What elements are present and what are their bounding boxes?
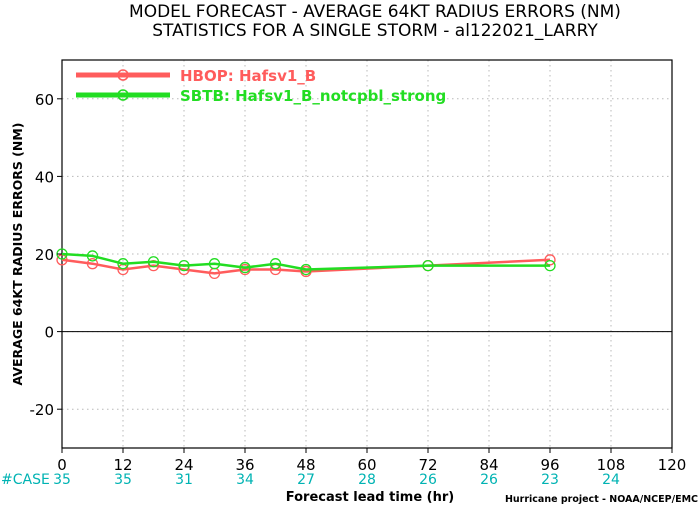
case-label: #CASE — [1, 472, 50, 488]
case-count: 28 — [358, 472, 376, 488]
x-tick-label: 108 — [597, 456, 626, 474]
x-tick-label: 120 — [658, 456, 687, 474]
case-count: 35 — [114, 472, 132, 488]
legend-label-sbtb: SBTB: Hafsv1_B_notcpbl_strong — [180, 87, 446, 105]
legend: HBOP: Hafsv1_B SBTB: Hafsv1_B_notcpbl_st… — [76, 67, 446, 105]
legend-marker-hbop — [117, 69, 129, 81]
legend-label-hbop: HBOP: Hafsv1_B — [180, 67, 316, 85]
series-1-point — [422, 259, 434, 272]
series-1-point — [544, 259, 556, 272]
y-tick-label: 60 — [35, 91, 54, 109]
series-1-point — [147, 256, 160, 268]
series-1-point — [300, 263, 312, 276]
chart-title: MODEL FORECAST - AVERAGE 64KT RADIUS ERR… — [129, 2, 621, 22]
x-tick-label: 48 — [296, 456, 315, 474]
x-tick-label: 12 — [113, 456, 132, 474]
case-count: 26 — [419, 472, 437, 488]
y-tick-label: 0 — [44, 324, 54, 342]
x-tick-label: 24 — [174, 456, 193, 474]
x-tick-label: 0 — [57, 456, 67, 474]
series-1-point — [208, 258, 221, 270]
x-axis-label: Forecast lead time (hr) — [286, 490, 454, 505]
credit-text: Hurricane project - NOAA/NCEP/EMC — [505, 494, 698, 505]
series-line-0 — [61, 258, 551, 275]
series-line-1 — [61, 252, 550, 271]
legend-marker-sbtb — [117, 89, 129, 101]
series-1-point — [86, 250, 99, 262]
case-count: 23 — [541, 472, 559, 488]
case-count: 24 — [602, 472, 620, 488]
case-count: 27 — [297, 472, 315, 488]
chart-subtitle: STATISTICS FOR A SINGLE STORM - al122021… — [152, 21, 598, 41]
series-layer — [56, 248, 556, 280]
grid — [62, 60, 672, 448]
y-tick-label: 40 — [35, 168, 54, 186]
y-tick-label: -20 — [30, 401, 55, 419]
case-counts: 35 35 31 34 27 28 26 26 23 24 — [53, 472, 620, 488]
series-1-point — [117, 258, 129, 270]
series-1-point — [178, 259, 190, 272]
series-1-point — [269, 258, 282, 270]
x-tick-label: 60 — [357, 456, 376, 474]
x-tick-label: 96 — [540, 456, 559, 474]
y-axis-label: AVERAGE 64KT RADIUS ERRORS (NM) — [10, 122, 25, 385]
series-0-point — [86, 258, 99, 270]
axis-ticks: 0 12 24 36 48 60 72 84 96 108 120 -20 0 20 40 60 — [30, 91, 687, 474]
case-count: 26 — [480, 472, 498, 488]
x-tick-label: 36 — [235, 456, 254, 474]
x-tick-label: 84 — [479, 456, 498, 474]
case-count: 35 — [53, 472, 71, 488]
x-tick-label: 72 — [418, 456, 437, 474]
series-1-point — [239, 261, 251, 274]
case-count: 34 — [236, 472, 254, 488]
y-tick-label: 20 — [35, 246, 54, 264]
case-count: 31 — [175, 472, 193, 488]
